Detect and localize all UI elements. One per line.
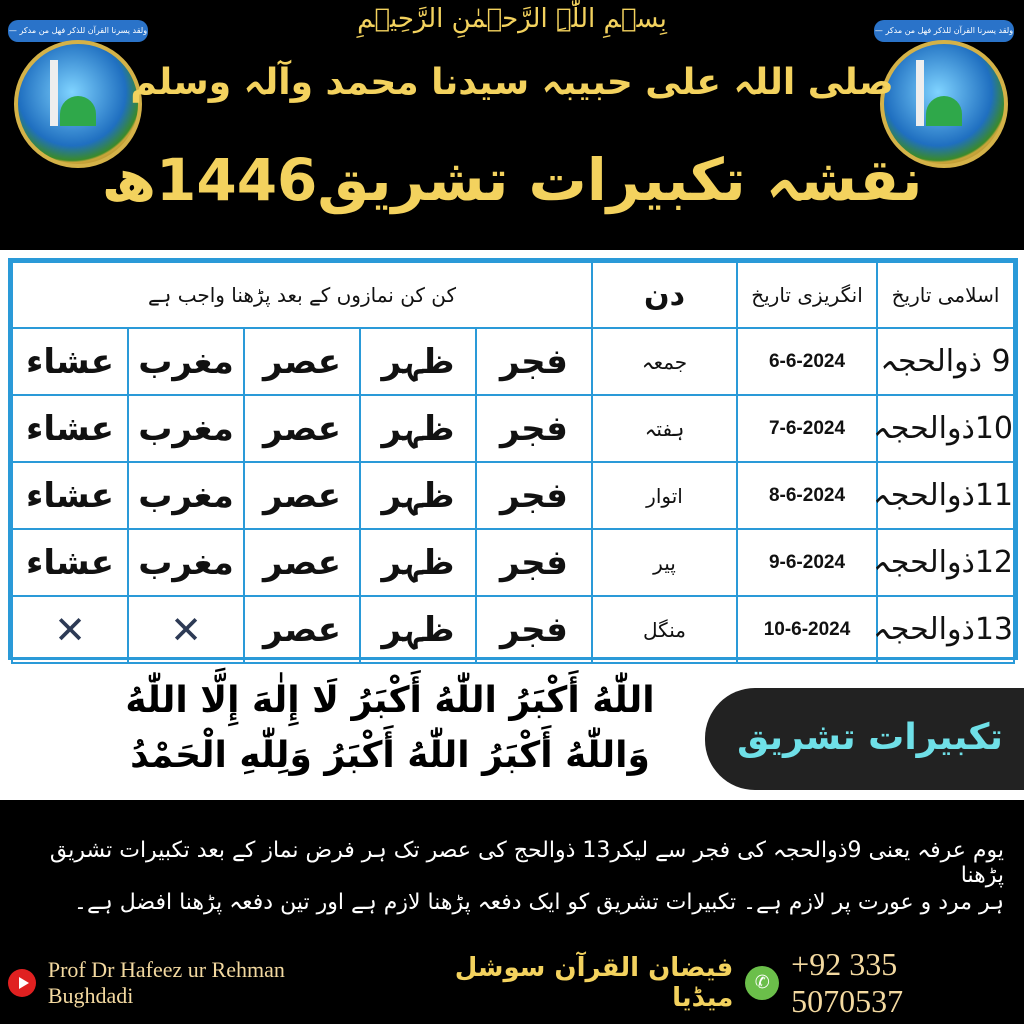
prayer-cell: فجر <box>475 528 593 597</box>
header: ولقد یسرنا القرآن للذکر فھل من مدکر — اد… <box>0 0 1024 250</box>
islamic-date-cell: 13ذوالحجہ <box>873 595 1015 664</box>
prayer-cell: ظہر <box>359 394 477 463</box>
day-cell: ہفتہ <box>591 394 738 463</box>
media-name: فیضان القرآن سوشل میڈیا <box>454 953 734 1013</box>
prayer-cell: فجر <box>475 461 593 530</box>
table-header-row: اسلامی تاریخ انگریزی تاریخ دن کن کن نماز… <box>11 261 1015 329</box>
prayer-cell: عشاء <box>11 461 129 530</box>
day-cell: جمعہ <box>591 327 738 396</box>
table-row: 11ذوالحجہ 8-6-2024 اتوار فجر ظہر عصر مغرب عشاء <box>11 461 1015 530</box>
note-line-2: ہر مرد و عورت پر لازم ہے۔ تکبیرات تشریق … <box>74 890 1004 915</box>
prayer-cell: ظہر <box>359 528 477 597</box>
footer: یوم عرفہ یعنی 9ذوالحجہ کی فجر سے لیکر13 … <box>0 800 1024 1024</box>
prayer-cell: مغرب <box>127 327 245 396</box>
credit-bar: Prof Dr Hafeez ur Rehman Bughdadi فیضان … <box>8 946 1016 1019</box>
prayer-cell: مغرب <box>127 528 245 597</box>
english-date-cell: 7-6-2024 <box>736 394 878 463</box>
day-cell: اتوار <box>591 461 738 530</box>
header-islamic-date: اسلامی تاریخ <box>876 261 1015 329</box>
table-row: 9 ذوالحجہ 6-6-2024 جمعہ فجر ظہر عصر مغرب عشاء <box>11 327 1015 396</box>
prayer-cell: عصر <box>243 595 361 664</box>
durood: صلی اللہ علی حبیبہ سیدنا محمد وآلہ وسلم <box>130 62 894 103</box>
bismillah: بِسۡمِ اللّٰہِ الرَّحۡمٰنِ الرَّحِیۡمِ <box>357 4 667 34</box>
prayer-cell: فجر <box>475 394 593 463</box>
page-title: نقشہ تکبیرات تشریق1446ھ <box>101 146 923 214</box>
prayer-cell: فجر <box>475 595 593 664</box>
minaret-icon <box>50 60 58 126</box>
islamic-date-cell: 12ذوالحجہ <box>873 528 1015 597</box>
whatsapp-icon: ✆ <box>745 966 780 1000</box>
takbir-label: تکبیرات تشریق <box>705 688 1024 790</box>
header-english-date: انگریزی تاریخ <box>736 261 878 329</box>
prayer-cell: عشاء <box>11 394 129 463</box>
islamic-date-cell: 9 ذوالحجہ <box>876 327 1015 396</box>
english-date-cell: 9-6-2024 <box>736 528 878 597</box>
phone-number: +92 335 5070537 <box>791 946 904 1019</box>
prayer-cell: مغرب <box>127 394 245 463</box>
green-dome-icon <box>926 96 962 126</box>
header-prayers: کن کن نمازوں کے بعد پڑھنا واجب ہے <box>11 261 593 329</box>
prayer-cell: عصر <box>243 461 361 530</box>
day-cell: منگل <box>591 595 738 664</box>
english-date-cell: 10-6-2024 <box>736 595 878 664</box>
day-cell: پیر <box>591 528 738 597</box>
table-row: 12ذوالحجہ 9-6-2024 پیر فجر ظہر عصر مغرب عشاء <box>11 528 1015 597</box>
english-date-cell: 6-6-2024 <box>736 327 878 396</box>
prayer-cell: عصر <box>243 327 361 396</box>
prayer-cell: ظہر <box>359 595 477 664</box>
header-day: دن <box>591 261 738 329</box>
prayer-cell: عشاء <box>11 327 129 396</box>
logo-left: ولقد یسرنا القرآن للذکر فھل من مدکر — اد… <box>8 20 148 170</box>
islamic-date-cell: 11ذوالحجہ <box>873 461 1015 530</box>
prayer-cell: مغرب <box>127 461 245 530</box>
prayer-cell: عشاء <box>11 528 129 597</box>
islamic-date-cell: 10ذوالحجہ <box>873 394 1015 463</box>
prayer-cell: ظہر <box>359 327 477 396</box>
table-row: 13ذوالحجہ 10-6-2024 منگل فجر ظہر عصر ✕ ✕ <box>11 595 1015 664</box>
cross-icon: ✕ <box>127 595 245 664</box>
prayer-cell: فجر <box>475 327 593 396</box>
prayer-cell: ظہر <box>359 461 477 530</box>
note-line-1: یوم عرفہ یعنی 9ذوالحجہ کی فجر سے لیکر13 … <box>49 838 1004 888</box>
prayer-cell: عصر <box>243 528 361 597</box>
minaret-icon <box>916 60 924 126</box>
logo-ribbon: ولقد یسرنا القرآن للذکر فھل من مدکر — اد… <box>874 20 1014 42</box>
prayer-cell: عصر <box>243 394 361 463</box>
cross-icon: ✕ <box>11 595 129 664</box>
logo-ribbon: ولقد یسرنا القرآن للذکر فھل من مدکر — اد… <box>8 20 148 42</box>
takbir-line-2: وَاللّٰهُ أَكْبَرُ اللّٰهُ أَكْبَرُ وَلِ… <box>130 735 650 776</box>
green-dome-icon <box>60 96 96 126</box>
table-row: 10ذوالحجہ 7-6-2024 ہفتہ فجر ظہر عصر مغرب عشاء <box>11 394 1015 463</box>
youtube-icon <box>8 969 36 997</box>
english-date-cell: 8-6-2024 <box>736 461 878 530</box>
globe-icon <box>14 40 142 168</box>
schedule-table: اسلامی تاریخ انگریزی تاریخ دن کن کن نماز… <box>8 258 1018 664</box>
takbir-line-1: اللّٰهُ أَكْبَرُ اللّٰهُ أَكْبَرُ لَا إِ… <box>125 680 655 721</box>
logo-right: ولقد یسرنا القرآن للذکر فھل من مدکر — اد… <box>874 20 1014 170</box>
author-name: Prof Dr Hafeez ur Rehman Bughdadi <box>47 957 285 1008</box>
